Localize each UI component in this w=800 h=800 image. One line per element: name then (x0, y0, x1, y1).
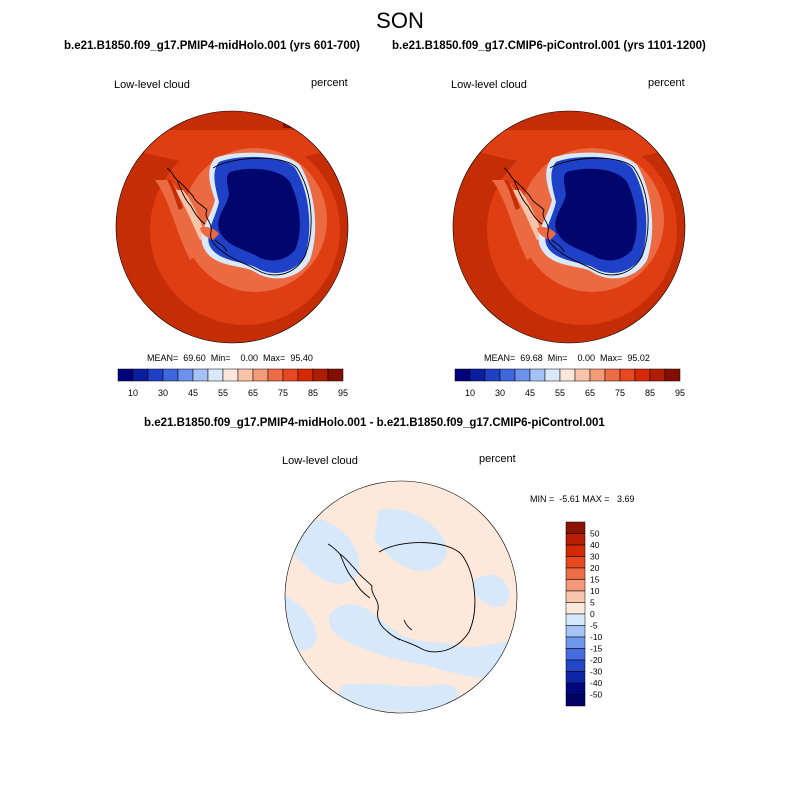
colorbar-tick-label: 5 (590, 598, 595, 608)
colorbar-tick-label: -5 (590, 621, 598, 631)
colorbar-box (565, 567, 586, 580)
panel2-units-label: percent (648, 77, 685, 89)
colorbar-box (565, 533, 586, 546)
colorbar-tick-label: 95 (338, 388, 348, 398)
panel1-stats: MEAN= 69.60 Min= 0.00 Max= 95.40 (147, 353, 313, 363)
colorbar-tick-label: -15 (590, 644, 603, 654)
colorbar-tick-label: 10 (465, 388, 475, 398)
colorbar-box (297, 368, 314, 382)
colorbar-tick-label: 15 (590, 575, 600, 585)
colorbar-box (192, 368, 209, 382)
colorbar-tick-label: -20 (590, 655, 603, 665)
colorbar-box (565, 544, 586, 557)
colorbar-tick-label: 85 (308, 388, 318, 398)
colorbar-box (484, 368, 501, 382)
colorbar-box (132, 368, 149, 382)
colorbar-box (574, 368, 591, 382)
colorbar-tick-label: 30 (590, 552, 600, 562)
panel1-colorbar: 10 30 45 55 65 75 85 95 (117, 368, 348, 398)
colorbar-tick-label: 75 (615, 388, 625, 398)
colorbar-box (469, 368, 486, 382)
colorbar-tick-label: 30 (158, 388, 168, 398)
colorbar-box (565, 613, 586, 626)
colorbar-box (499, 368, 516, 382)
colorbar-box (529, 368, 546, 382)
colorbar-box (664, 368, 681, 382)
colorbar-box (147, 368, 164, 382)
colorbar-tick-label: 30 (495, 388, 505, 398)
panel2-stats: MEAN= 69.68 Min= 0.00 Max= 95.02 (484, 353, 650, 363)
colorbar-box (565, 636, 586, 649)
colorbar-tick-label: 55 (555, 388, 565, 398)
diff-stats: MIN = -5.61 MAX = 3.69 (530, 494, 635, 504)
colorbar-box (634, 368, 651, 382)
colorbar-tick-label: 55 (218, 388, 228, 398)
colorbar-tick-label: -50 (590, 690, 603, 700)
colorbar-box (565, 648, 586, 661)
panel2-colorbar: 10 30 45 55 65 75 85 95 (454, 368, 685, 398)
colorbar-box (207, 368, 224, 382)
panel1-map (115, 110, 349, 344)
season-title: SON (376, 8, 424, 33)
colorbar-tick-label: 10 (128, 388, 138, 398)
colorbar-tick-label: 65 (585, 388, 595, 398)
colorbar-tick-label: 85 (645, 388, 655, 398)
panel1-subtitle: b.e21.B1850.f09_g17.PMIP4-midHolo.001 (y… (64, 40, 360, 52)
colorbar-tick-label: 20 (590, 563, 600, 573)
diff-map (284, 480, 518, 714)
colorbar-box (565, 659, 586, 672)
colorbar-box (514, 368, 531, 382)
colorbar-box (619, 368, 636, 382)
colorbar-box (177, 368, 194, 382)
colorbar-box (454, 368, 471, 382)
colorbar-box (327, 368, 344, 382)
diff-title: b.e21.B1850.f09_g17.PMIP4-midHolo.001 - … (144, 417, 605, 429)
colorbar-box (565, 694, 586, 707)
diff-units-label: percent (479, 453, 516, 465)
colorbar-box (565, 590, 586, 603)
colorbar-box (559, 368, 576, 382)
colorbar-tick-label: 50 (590, 529, 600, 539)
colorbar-tick-label: -30 (590, 667, 603, 677)
colorbar-box (565, 671, 586, 684)
colorbar-box (565, 579, 586, 592)
colorbar-tick-label: 40 (590, 540, 600, 550)
colorbar-box (267, 368, 284, 382)
panel1-units-label: percent (311, 77, 348, 89)
colorbar-tick-label: 45 (188, 388, 198, 398)
colorbar-box (117, 368, 134, 382)
colorbar-tick-label: -10 (590, 632, 603, 642)
panel2-map (452, 110, 686, 344)
colorbar-tick-label: -40 (590, 678, 603, 688)
colorbar-box (282, 368, 299, 382)
colorbar-box (649, 368, 666, 382)
colorbar-tick-label: 45 (525, 388, 535, 398)
colorbar-tick-label: 65 (248, 388, 258, 398)
colorbar-box (565, 521, 586, 534)
colorbar-box (565, 625, 586, 638)
colorbar-tick-label: 75 (278, 388, 288, 398)
colorbar-box (222, 368, 239, 382)
colorbar-box (565, 682, 586, 695)
colorbar-box (162, 368, 179, 382)
panel2-variable-label: Low-level cloud (451, 79, 527, 91)
colorbar-box (604, 368, 621, 382)
colorbar-box (544, 368, 561, 382)
colorbar-box (252, 368, 269, 382)
colorbar-box (565, 556, 586, 569)
colorbar-tick-label: 95 (675, 388, 685, 398)
colorbar-box (589, 368, 606, 382)
colorbar-tick-label: 0 (590, 609, 595, 619)
colorbar-tick-label: 10 (590, 586, 600, 596)
panel2-subtitle: b.e21.B1850.f09_g17.CMIP6-piControl.001 … (392, 40, 706, 52)
diff-variable-label: Low-level cloud (282, 455, 358, 467)
panel1-variable-label: Low-level cloud (114, 79, 190, 91)
colorbar-box (237, 368, 254, 382)
colorbar-box (565, 602, 586, 615)
colorbar-box (312, 368, 329, 382)
